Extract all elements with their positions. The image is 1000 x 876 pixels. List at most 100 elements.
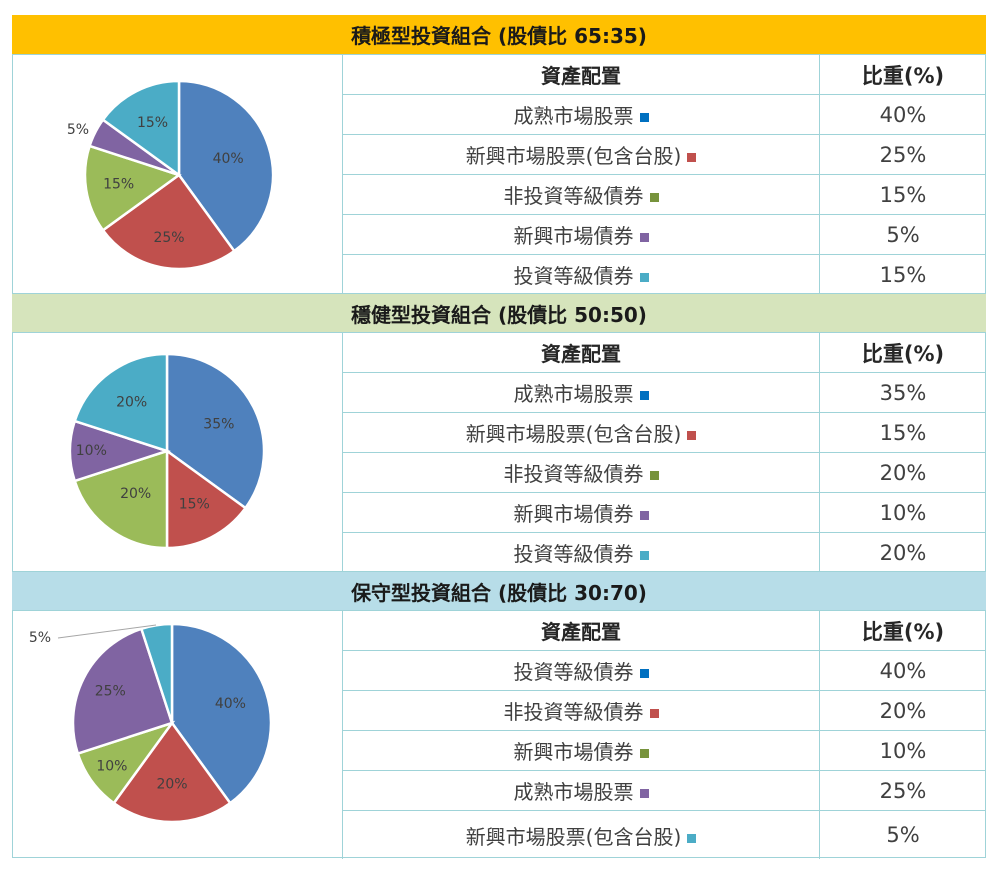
header-item: 資產配置 [343, 55, 820, 94]
pie-slice [73, 352, 169, 453]
legend-marker [639, 511, 649, 520]
weight-value: 15% [879, 420, 927, 445]
header-weight: 比重(%) [861, 63, 945, 88]
pie-slice [170, 622, 273, 805]
weight-value: 20% [879, 540, 927, 565]
item-label: 非投資等級債券 [503, 184, 644, 208]
pie-data-label: 20% [116, 394, 147, 410]
table-row: 新興市場股票(包含台股) 5% [343, 811, 986, 859]
table-row: 新興市場股票(包含台股) 25% [343, 135, 986, 175]
pie-slice [139, 622, 174, 724]
table-row: 投資等級債券 15% [343, 255, 986, 294]
table-header-row: 資產配置 比重(%) [343, 55, 986, 95]
item-label: 新興市場股票(包含台股) [465, 144, 682, 168]
item-label: 投資等級債券 [513, 542, 634, 566]
legend-marker [639, 391, 649, 400]
legend-marker [639, 113, 649, 122]
pie-slice [112, 720, 232, 824]
weight-value: 5% [886, 823, 920, 847]
pie-slice [71, 627, 174, 756]
table-row: 非投資等級債券 20% [343, 453, 986, 493]
pie-data-label: 10% [76, 443, 107, 459]
weight-value: 15% [879, 262, 927, 287]
legend-marker [687, 833, 697, 843]
pie-data-label: 5% [67, 122, 89, 138]
pie-data-label: 20% [120, 486, 151, 502]
item-label: 成熟市場股票 [513, 104, 634, 128]
pie-chart-box: 40% 25% 15% 5% 15% [12, 55, 343, 294]
legend-marker [639, 273, 649, 282]
legend-marker [649, 193, 659, 202]
table-row: 成熟市場股票 25% [343, 771, 986, 811]
table-row: 投資等級債券 40% [343, 651, 986, 691]
pie-slice [165, 448, 248, 550]
weight-value: 25% [879, 778, 927, 803]
weight-value: 20% [879, 698, 927, 723]
pie-data-label: 15% [103, 177, 134, 193]
weight-value: 40% [879, 102, 927, 127]
section-title: 保守型投資組合 (股債比 30:70) [12, 571, 986, 611]
pie-chart: 40% 20% 10% 25% 5% [29, 622, 273, 824]
table-row: 非投資等級債券 20% [343, 691, 986, 731]
legend-marker [639, 789, 649, 798]
weight-value: 15% [879, 182, 927, 207]
item-label: 新興市場股票(包含台股) [465, 824, 682, 849]
weight-value: 40% [879, 658, 927, 683]
section-title: 穩健型投資組合 (股債比 50:50) [12, 293, 986, 333]
weight-value: 10% [879, 500, 927, 525]
table-header-row: 資產配置 比重(%) [343, 333, 986, 373]
table-row: 成熟市場股票 35% [343, 373, 986, 413]
pie-data-label: 35% [203, 417, 234, 433]
item-label: 成熟市場股票 [513, 780, 634, 804]
weight-value: 35% [879, 380, 927, 405]
pie-slice [83, 144, 182, 232]
pie-chart: 40% 25% 15% 5% 15% [67, 79, 275, 271]
leader-line [57, 624, 157, 639]
header-item: 資產配置 [343, 333, 820, 372]
pie-slice [165, 352, 266, 510]
legend-marker [649, 471, 659, 480]
table-row: 投資等級債券 20% [343, 533, 986, 572]
pie-slice [73, 449, 169, 550]
pie-data-label: 5% [29, 630, 51, 646]
table-row: 新興市場股票(包含台股) 15% [343, 413, 986, 453]
pie-chart-box: 40% 20% 10% 25% 5% [12, 611, 343, 859]
legend-marker [639, 749, 649, 758]
table-row: 新興市場債券 10% [343, 731, 986, 771]
legend-marker [687, 431, 697, 440]
pie-data-label: 10% [96, 759, 127, 775]
table-row: 新興市場債券 5% [343, 215, 986, 255]
item-label: 新興市場股票(包含台股) [465, 422, 682, 446]
weight-value: 5% [886, 222, 920, 247]
header-weight: 比重(%) [861, 341, 945, 366]
weight-value: 10% [879, 738, 927, 763]
pie-chart-box: 35% 15% 20% 10% 20% [12, 333, 343, 572]
pie-data-label: 20% [156, 776, 187, 792]
pie-data-label: 25% [95, 684, 126, 700]
weight-value: 25% [879, 142, 927, 167]
legend-marker [639, 669, 649, 678]
item-label: 新興市場債券 [513, 740, 634, 764]
legend-marker [687, 153, 697, 162]
legend-marker [639, 551, 649, 560]
item-label: 投資等級債券 [513, 660, 634, 684]
pie-data-label: 15% [137, 115, 168, 131]
pie-data-label: 15% [179, 497, 210, 513]
item-label: 成熟市場股票 [513, 382, 634, 406]
table-row: 非投資等級債券 15% [343, 175, 986, 215]
table-row: 成熟市場股票 40% [343, 95, 986, 135]
table-row: 新興市場債券 10% [343, 493, 986, 533]
item-label: 新興市場債券 [513, 224, 634, 248]
legend-marker [639, 233, 649, 242]
item-label: 非投資等級債券 [503, 462, 644, 486]
pie-data-label: 40% [213, 151, 244, 167]
table-header-row: 資產配置 比重(%) [343, 611, 986, 651]
pie-data-label: 40% [215, 696, 246, 712]
pie-data-label: 25% [153, 230, 184, 246]
section-title: 積極型投資組合 (股債比 65:35) [12, 15, 986, 54]
header-item: 資產配置 [343, 611, 820, 650]
pie-slice [177, 79, 275, 253]
legend-marker [649, 709, 659, 718]
pie-slice [101, 173, 236, 271]
item-label: 非投資等級債券 [503, 700, 644, 724]
